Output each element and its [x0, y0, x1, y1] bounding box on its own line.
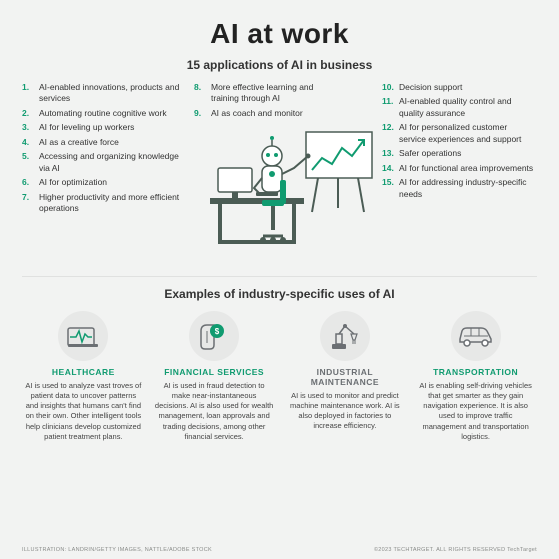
industry-name: TRANSPORTATION — [414, 367, 537, 377]
industry-name: HEALTHCARE — [22, 367, 145, 377]
item-number: 9. — [194, 108, 208, 119]
item-number: 12. — [382, 122, 396, 145]
list-item: 14.AI for functional area improvements — [382, 163, 534, 174]
robot-desk-illustration — [188, 122, 378, 262]
item-number: 1. — [22, 82, 36, 105]
item-text: More effective learning and training thr… — [211, 82, 324, 105]
item-number: 15. — [382, 177, 396, 200]
industry-healthcare: HEALTHCARE AI is used to analyze vast tr… — [22, 311, 145, 442]
item-text: Higher productivity and more efficient o… — [39, 192, 182, 215]
footer-credit-right: ©2023 TECHTARGET. ALL RIGHTS RESERVED Te… — [374, 547, 537, 553]
industry-transportation: TRANSPORTATION AI is enabling self-drivi… — [414, 311, 537, 442]
list-item: 12.AI for personalized customer service … — [382, 122, 534, 145]
item-number: 5. — [22, 151, 36, 174]
list-item: 2.Automating routine cognitive work — [22, 108, 182, 119]
industry-financial: $ FINANCIAL SERVICES AI is used in fraud… — [153, 311, 276, 442]
industry-desc: AI is used to monitor and predict machin… — [284, 391, 407, 432]
item-text: AI as a creative force — [39, 137, 119, 148]
item-text: AI for functional area improvements — [399, 163, 533, 174]
infographic-page: AI at work 15 applications of AI in busi… — [0, 0, 559, 559]
item-text: Accessing and organizing knowledge via A… — [39, 151, 182, 174]
list-item: 11.AI-enabled quality control and qualit… — [382, 96, 534, 119]
item-text: AI for personalized customer service exp… — [399, 122, 534, 145]
item-text: AI for optimization — [39, 177, 107, 188]
item-number: 3. — [22, 122, 36, 133]
industrial-icon — [320, 311, 370, 361]
list-item: 4.AI as a creative force — [22, 137, 182, 148]
list-item: 6.AI for optimization — [22, 177, 182, 188]
list-item: 9.AI as coach and monitor — [194, 108, 324, 119]
item-text: AI-enabled innovations, products and ser… — [39, 82, 182, 105]
item-number: 6. — [22, 177, 36, 188]
industry-name: FINANCIAL SERVICES — [153, 367, 276, 377]
list-item: 5.Accessing and organizing knowledge via… — [22, 151, 182, 174]
list-item: 3.AI for leveling up workers — [22, 122, 182, 133]
applications-col-left: 1.AI-enabled innovations, products and s… — [22, 82, 182, 218]
healthcare-icon — [58, 311, 108, 361]
list-item: 10.Decision support — [382, 82, 534, 93]
footer: ILLUSTRATION: LANDRIN/GETTY IMAGES, NATT… — [22, 547, 537, 553]
page-title: AI at work — [22, 18, 537, 50]
item-text: AI as coach and monitor — [211, 108, 303, 119]
item-number: 10. — [382, 82, 396, 93]
applications-area: 1.AI-enabled innovations, products and s… — [22, 82, 537, 270]
section-title: Examples of industry-specific uses of AI — [22, 287, 537, 301]
item-text: Automating routine cognitive work — [39, 108, 167, 119]
applications-col-mid: 8.More effective learning and training t… — [194, 82, 324, 122]
item-number: 11. — [382, 96, 396, 119]
list-item: 15.AI for addressing industry-specific n… — [382, 177, 534, 200]
item-number: 14. — [382, 163, 396, 174]
list-item: 1.AI-enabled innovations, products and s… — [22, 82, 182, 105]
list-item: 13.Safer operations — [382, 148, 534, 159]
financial-icon: $ — [189, 311, 239, 361]
list-item: 7.Higher productivity and more efficient… — [22, 192, 182, 215]
svg-text:$: $ — [215, 327, 220, 336]
list-item: 8.More effective learning and training t… — [194, 82, 324, 105]
item-number: 4. — [22, 137, 36, 148]
item-number: 2. — [22, 108, 36, 119]
item-number: 7. — [22, 192, 36, 215]
item-number: 8. — [194, 82, 208, 105]
industry-industrial: INDUSTRIAL MAINTENANCE AI is used to mon… — [284, 311, 407, 442]
item-text: AI for addressing industry-specific need… — [399, 177, 534, 200]
item-text: Safer operations — [399, 148, 461, 159]
industries-row: HEALTHCARE AI is used to analyze vast tr… — [22, 311, 537, 442]
item-number: 13. — [382, 148, 396, 159]
industry-name: INDUSTRIAL MAINTENANCE — [284, 367, 407, 387]
industry-desc: AI is used in fraud detection to make ne… — [153, 381, 276, 442]
item-text: AI for leveling up workers — [39, 122, 134, 133]
industry-desc: AI is enabling self-driving vehicles tha… — [414, 381, 537, 442]
item-text: AI-enabled quality control and quality a… — [399, 96, 534, 119]
section-divider — [22, 276, 537, 277]
applications-col-right: 10.Decision support 11.AI-enabled qualit… — [382, 82, 534, 203]
page-subtitle: 15 applications of AI in business — [22, 58, 537, 72]
item-text: Decision support — [399, 82, 462, 93]
footer-credit-left: ILLUSTRATION: LANDRIN/GETTY IMAGES, NATT… — [22, 547, 212, 553]
industry-desc: AI is used to analyze vast troves of pat… — [22, 381, 145, 442]
robot-illustration-svg — [188, 122, 378, 262]
transportation-icon — [451, 311, 501, 361]
